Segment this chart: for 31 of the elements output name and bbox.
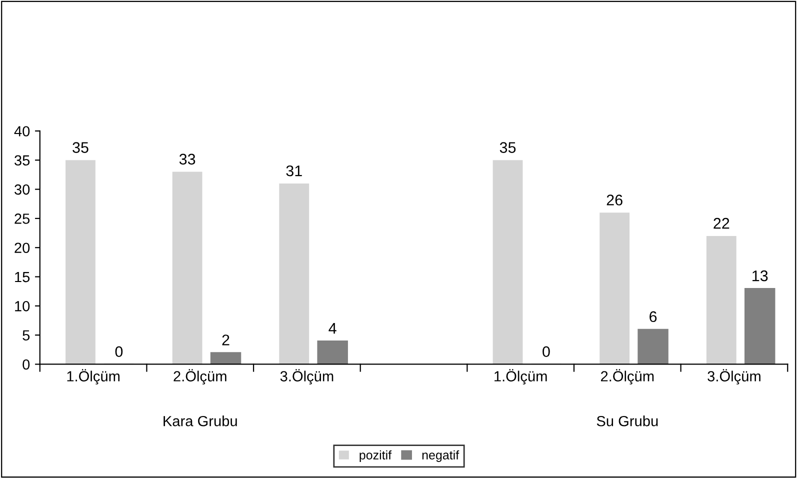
data-label: 6 xyxy=(650,311,657,322)
y-tick-label: 40 xyxy=(14,126,30,136)
y-tick-label: 10 xyxy=(15,301,30,312)
data-label: 4 xyxy=(328,323,336,334)
data-label: 22 xyxy=(714,218,730,229)
data-label: 33 xyxy=(179,154,196,165)
x-tick-label: 1.Ölçüm xyxy=(494,369,547,384)
data-label: 0 xyxy=(542,346,550,358)
data-label: 13 xyxy=(752,270,768,282)
y-tick-label: 5 xyxy=(22,330,30,341)
x-tick-label: 2.Ölçüm xyxy=(600,369,654,384)
y-tick-label: 35 xyxy=(14,155,30,166)
text: Kara Grubu xyxy=(164,416,237,426)
y-tick-label: 0 xyxy=(22,359,30,370)
y-tick-label: 25 xyxy=(14,214,30,224)
data-label: 26 xyxy=(606,194,622,206)
data-label: 35 xyxy=(500,142,516,153)
x-tick-label: 1.Ölçüm xyxy=(67,369,120,384)
data-label: 31 xyxy=(286,165,302,176)
data-label: 2 xyxy=(222,334,230,346)
y-tick-label: 15 xyxy=(15,272,30,282)
legend-label: pozitif xyxy=(360,450,392,462)
y-tick-label: 30 xyxy=(14,184,30,195)
x-tick-label: 3.Ölçüm xyxy=(280,369,334,384)
legend-label: negatif xyxy=(422,450,460,462)
text: Su Grubu xyxy=(596,416,658,426)
data-label: 35 xyxy=(72,142,88,153)
data-label: 0 xyxy=(115,346,123,358)
y-tick-label: 20 xyxy=(14,242,30,254)
x-tick-label: 2.Ölçüm xyxy=(174,369,226,384)
x-tick-label: 3.Ölçüm xyxy=(708,369,760,384)
